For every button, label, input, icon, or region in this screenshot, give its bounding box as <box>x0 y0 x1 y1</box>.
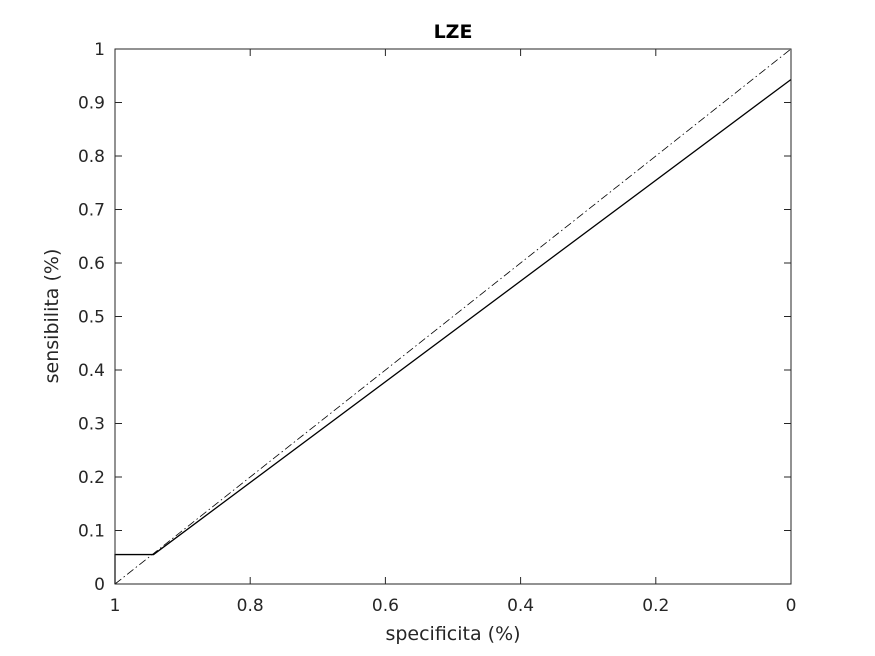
reference-diagonal-line <box>114 48 792 585</box>
y-tick-label: 0.3 <box>78 415 105 435</box>
x-tick-label: 0.2 <box>642 596 669 616</box>
x-tick-label: 0.8 <box>237 596 264 616</box>
y-tick-label: 0.1 <box>78 522 105 542</box>
y-tick-label: 0.2 <box>78 468 105 488</box>
y-tick-label: 0.5 <box>78 308 105 328</box>
y-tick-label: 0.9 <box>78 94 105 114</box>
x-tick-label: 0.4 <box>507 596 534 616</box>
chart-title: LZE <box>434 21 473 43</box>
x-tick-label: 1 <box>110 596 121 616</box>
x-tick-label: 0.6 <box>372 596 399 616</box>
y-tick-label: 0 <box>94 575 105 595</box>
tick-layer: 1 0.8 0.6 0.4 0.2 0 0 0.1 0.2 0.3 0.4 0.5 0.6 0.7 0.8 0… <box>78 40 796 616</box>
y-tick-label: 0.8 <box>78 147 105 167</box>
y-tick-label: 1 <box>94 40 105 60</box>
y-tick-label: 0.4 <box>78 361 105 381</box>
y-tick-label: 0.7 <box>78 201 105 221</box>
x-axis-label: specificita (%) <box>385 623 520 645</box>
y-tick-label: 0.6 <box>78 254 105 274</box>
y-axis-label: sensibilita (%) <box>41 249 63 384</box>
x-tick-label: 0 <box>786 596 797 616</box>
